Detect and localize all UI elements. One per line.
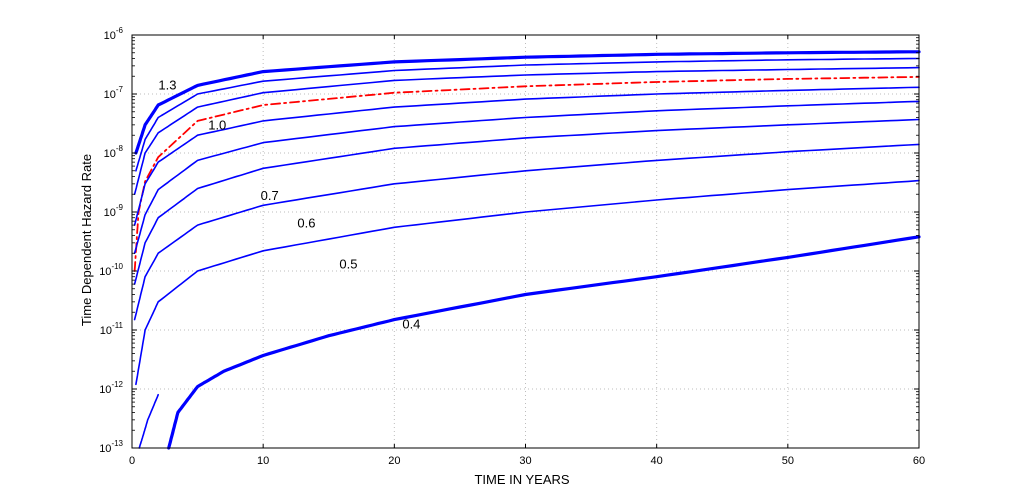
series-line-0.4	[167, 235, 921, 450]
x-tick-label: 10	[257, 455, 269, 467]
y-axis-title: Time Dependent Hazard Rate	[79, 154, 94, 326]
series-line	[133, 100, 920, 254]
series-line-0.6	[133, 143, 920, 321]
curve-label: 0.4	[402, 317, 420, 332]
y-tick-label: 10-6	[104, 26, 124, 42]
y-tick-label: 10-7	[104, 85, 124, 101]
curve-label: 0.7	[261, 188, 279, 203]
y-tick-label: 10-10	[99, 262, 123, 278]
x-tick-label: 20	[388, 455, 400, 467]
series-line	[138, 393, 159, 449]
y-tick-label: 10-12	[99, 380, 123, 396]
y-tick-label: 10-8	[104, 144, 124, 160]
y-tick-label: 10-9	[104, 203, 124, 219]
series-line-1.3	[134, 50, 921, 155]
series-line	[135, 57, 920, 172]
curve-label: 1.0	[208, 118, 226, 133]
series-group	[133, 50, 921, 450]
x-tick-label: 60	[913, 455, 925, 467]
ticks: 0 10 20 30 40 50 60 10-13 10-12 10-11 10-10 10-9 10-…	[99, 26, 925, 467]
curve-labels: 1.3 1.0 0.7 0.6 0.5 0.4	[158, 77, 420, 331]
series-line	[133, 86, 920, 226]
x-axis-title: TIME IN YEARS	[474, 472, 569, 487]
series-line-0.5	[135, 179, 920, 386]
plot-area	[132, 35, 919, 448]
grid	[132, 35, 919, 448]
y-tick-label: 10-13	[99, 439, 123, 455]
curve-label: 0.6	[297, 215, 315, 230]
series-line-0.7	[133, 118, 920, 285]
x-tick-label: 0	[129, 455, 135, 467]
y-tick-label: 10-11	[100, 321, 124, 337]
x-tick-label: 50	[782, 455, 794, 467]
x-tick-label: 30	[519, 455, 531, 467]
curve-label: 1.3	[158, 77, 176, 92]
curve-label: 0.5	[339, 257, 357, 272]
series-line	[133, 66, 920, 195]
x-tick-label: 40	[651, 455, 663, 467]
